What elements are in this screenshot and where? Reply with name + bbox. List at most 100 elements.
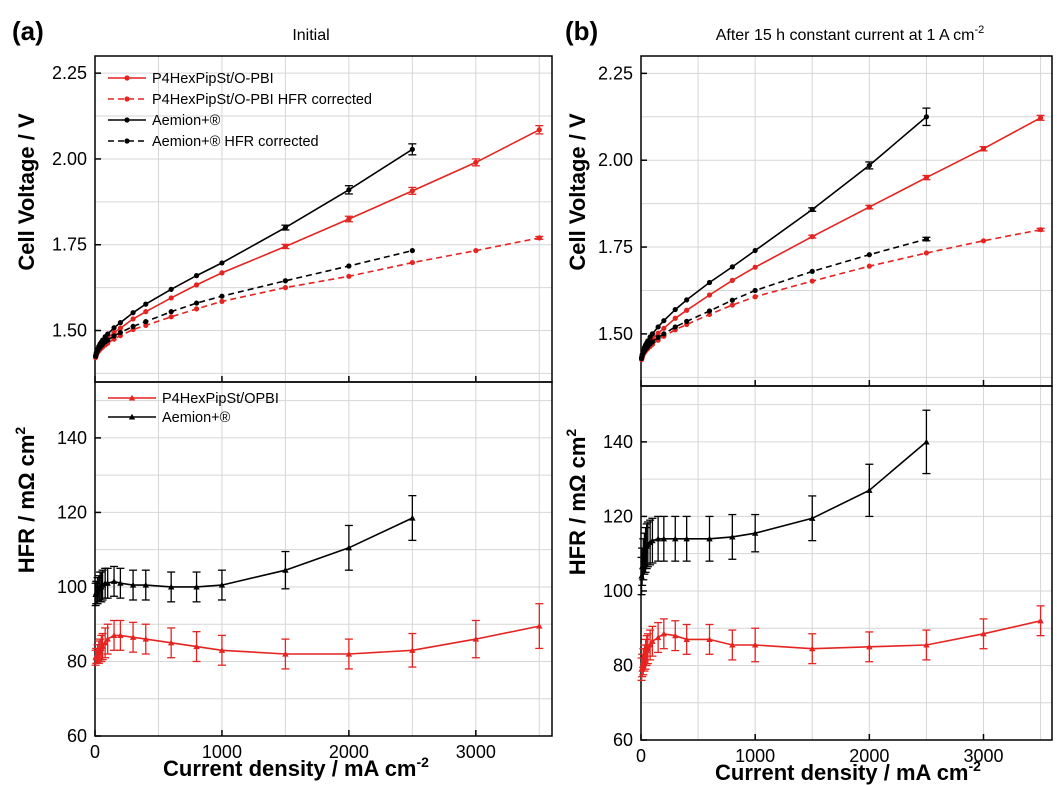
data-point bbox=[129, 581, 137, 588]
panel-b-xlabel-sup: -2 bbox=[969, 758, 982, 774]
data-point bbox=[809, 278, 815, 284]
data-point bbox=[980, 238, 987, 244]
data-point bbox=[282, 224, 289, 231]
data-point bbox=[655, 330, 661, 336]
data-point bbox=[923, 114, 930, 120]
data-point bbox=[649, 537, 656, 544]
data-point bbox=[219, 270, 225, 276]
plot-frame bbox=[640, 385, 1053, 741]
data-point bbox=[1037, 617, 1044, 624]
panel-b-hfr-ylabel-sup: 2 bbox=[563, 429, 579, 437]
data-point bbox=[684, 318, 690, 324]
data-point bbox=[193, 273, 200, 279]
data-point bbox=[866, 162, 872, 169]
data-point bbox=[117, 320, 123, 326]
data-point bbox=[117, 325, 123, 331]
data-point bbox=[654, 634, 662, 641]
data-point bbox=[866, 204, 872, 210]
panel-b-xlabel: Current density / mA cm-2 bbox=[715, 758, 981, 785]
data-point bbox=[866, 643, 873, 650]
y-tick-label: 1.50 bbox=[52, 321, 87, 341]
y-tick-label: 140 bbox=[57, 428, 87, 448]
panel-b-letter: (b) bbox=[565, 16, 598, 46]
panel-a-xlabel-text: Current density / mA cm bbox=[163, 756, 416, 781]
data-point bbox=[99, 643, 106, 650]
legend-label: Aemion+® bbox=[152, 113, 221, 129]
panel-a-xlabel: Current density / mA cm-2 bbox=[163, 754, 429, 781]
series-3 bbox=[93, 247, 415, 359]
data-point bbox=[117, 580, 124, 586]
data-point bbox=[866, 263, 872, 269]
legend-label: P4HexPipSt/O-PBI HFR corrected bbox=[152, 92, 372, 108]
data-point bbox=[923, 438, 930, 445]
data-point bbox=[111, 325, 117, 331]
plot-frame bbox=[94, 381, 553, 737]
data-point bbox=[168, 309, 174, 315]
data-point bbox=[130, 323, 136, 330]
data-point bbox=[729, 533, 736, 540]
y-tick-label: 2.25 bbox=[52, 63, 87, 83]
data-point bbox=[649, 638, 656, 644]
y-tick-label: 1.50 bbox=[598, 324, 633, 344]
panel-b-hfr-ylabel: HFR / mΩ cm2 bbox=[563, 429, 590, 576]
data-point bbox=[409, 188, 415, 194]
data-point bbox=[409, 146, 415, 152]
series-0 bbox=[637, 605, 1045, 682]
data-point bbox=[980, 630, 987, 637]
series-line bbox=[94, 625, 540, 658]
series-line bbox=[640, 228, 1041, 360]
data-point bbox=[809, 268, 815, 274]
data-point bbox=[809, 645, 816, 652]
data-point bbox=[104, 635, 111, 642]
data-point bbox=[346, 263, 352, 269]
data-point bbox=[729, 277, 735, 283]
legend-marker bbox=[124, 96, 130, 102]
data-point bbox=[809, 206, 815, 213]
legend-label: P4HexPipSt/O-PBI bbox=[152, 71, 274, 87]
data-point bbox=[683, 535, 690, 542]
data-point bbox=[117, 632, 124, 638]
data-point bbox=[980, 146, 987, 152]
y-tick-label: 80 bbox=[613, 655, 633, 675]
data-point bbox=[282, 285, 289, 291]
data-point bbox=[129, 634, 137, 640]
data-point bbox=[672, 315, 678, 321]
data-point bbox=[649, 331, 656, 337]
x-tick-label: 3000 bbox=[456, 742, 496, 762]
y-tick-label: 1.75 bbox=[598, 237, 633, 257]
data-point bbox=[143, 309, 149, 315]
x-tick-label: 0 bbox=[90, 742, 100, 762]
chart-0: 1.50 1.75 2.00 2.25 P4HexPipSt/O-PBI P4HexPip… bbox=[52, 55, 553, 383]
data-point bbox=[110, 578, 118, 584]
data-point bbox=[219, 293, 225, 299]
data-point bbox=[472, 635, 480, 642]
series-line bbox=[94, 148, 413, 356]
data-point bbox=[218, 647, 226, 653]
data-point bbox=[1037, 227, 1044, 233]
data-point bbox=[809, 234, 815, 240]
data-point bbox=[684, 307, 690, 313]
series-2 bbox=[93, 143, 417, 359]
data-point bbox=[655, 334, 661, 340]
data-point bbox=[752, 247, 758, 254]
data-point bbox=[923, 236, 930, 242]
y-tick-label: 140 bbox=[603, 432, 633, 452]
plot-frame bbox=[640, 55, 1053, 387]
panel-a-hfr-ylabel-sup: 2 bbox=[12, 427, 28, 435]
x-tick-label: 1000 bbox=[202, 742, 242, 762]
series-line bbox=[94, 249, 413, 357]
data-point bbox=[923, 174, 930, 181]
data-point bbox=[536, 622, 543, 629]
data-point bbox=[866, 487, 873, 493]
data-point bbox=[706, 308, 713, 314]
panel-b-hfr-ylabel-text: HFR / mΩ cm bbox=[565, 437, 590, 576]
data-point bbox=[654, 535, 662, 542]
data-point bbox=[346, 273, 352, 279]
data-point bbox=[923, 250, 930, 256]
data-point bbox=[752, 287, 758, 294]
data-point bbox=[729, 302, 735, 308]
y-tick-label: 100 bbox=[57, 577, 87, 597]
data-point bbox=[683, 636, 690, 642]
data-point bbox=[168, 286, 174, 292]
data-point bbox=[168, 314, 174, 320]
